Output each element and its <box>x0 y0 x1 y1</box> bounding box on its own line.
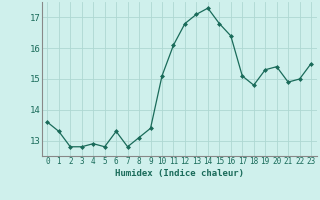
X-axis label: Humidex (Indice chaleur): Humidex (Indice chaleur) <box>115 169 244 178</box>
